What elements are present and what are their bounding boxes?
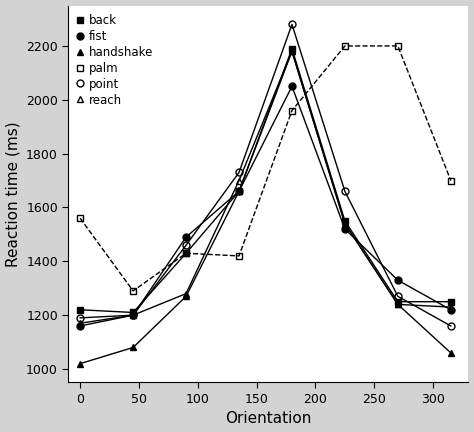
Legend: back, fist, handshake, palm, point, reach: back, fist, handshake, palm, point, reac… — [74, 12, 155, 109]
Y-axis label: Reaction time (ms): Reaction time (ms) — [6, 121, 20, 267]
X-axis label: Orientation: Orientation — [225, 411, 311, 426]
